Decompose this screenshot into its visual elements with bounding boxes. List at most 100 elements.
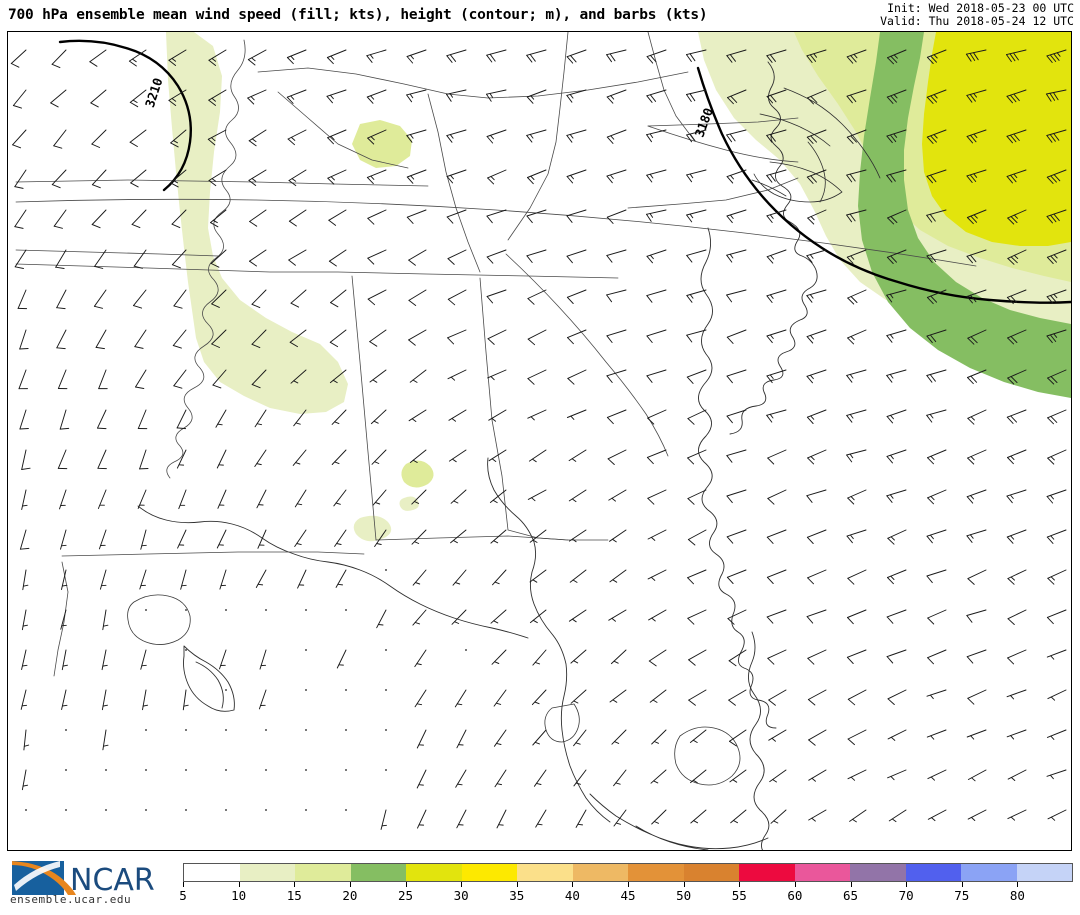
wind-barb <box>12 129 27 149</box>
colorbar[interactable]: 5 10 15 20 25 30 35 40 45 50 55 60 65 70 75 80 <box>179 863 1073 909</box>
wind-barb <box>19 409 29 430</box>
wind-barb <box>219 649 227 670</box>
wind-barb <box>1046 649 1067 660</box>
init-time: Init: Wed 2018-05-23 00 UTC <box>887 1 1074 15</box>
wind-barb <box>287 129 307 146</box>
wind-barb <box>94 249 107 269</box>
wind-barb <box>101 689 108 711</box>
wind-barb <box>492 569 507 586</box>
wind-barb <box>846 169 867 183</box>
wind-barb <box>345 689 347 691</box>
wind-barb <box>1046 769 1067 780</box>
wind-barb <box>305 809 307 811</box>
wind-barb <box>1047 569 1067 585</box>
wind-barb <box>613 809 627 827</box>
wind-barb <box>55 249 67 269</box>
wind-barb <box>726 489 747 504</box>
wind-barb <box>91 209 107 229</box>
wind-barb <box>265 729 267 731</box>
wind-barb <box>487 329 507 345</box>
wind-barb <box>493 689 507 707</box>
footer: NCAR ensemble.ucar.edu 5 10 15 20 25 30 35 40 45… <box>0 853 1080 915</box>
wind-barb <box>688 689 707 706</box>
wind-barb <box>687 609 707 625</box>
wind-barb <box>886 289 907 303</box>
wind-barb <box>1047 369 1067 385</box>
wind-barb <box>172 329 187 349</box>
wind-barb <box>170 129 187 148</box>
wind-barb <box>1047 689 1067 701</box>
wind-barb <box>566 129 587 143</box>
wind-barb <box>61 689 68 710</box>
wind-barb <box>770 809 787 824</box>
wind-barb <box>1007 329 1027 345</box>
coastline-florida-south <box>589 793 769 850</box>
coastline-tampa-bay <box>544 703 580 743</box>
wind-barb <box>1006 409 1027 424</box>
wind-barb <box>687 449 707 465</box>
wind-barb <box>171 249 187 269</box>
wind-barb <box>886 249 907 264</box>
wind-barb <box>527 409 547 421</box>
wind-barb <box>366 89 387 104</box>
colorbar-tick-label: 15 <box>286 888 302 903</box>
page-title: 700 hPa ensemble mean wind speed (fill; … <box>8 7 708 23</box>
wind-barb <box>446 169 467 184</box>
wind-barb <box>1046 169 1067 184</box>
wind-barb <box>1007 609 1027 625</box>
wind-barb <box>326 89 347 104</box>
wind-barb <box>288 169 307 187</box>
wind-barb <box>19 329 29 350</box>
wind-barb <box>1006 689 1027 700</box>
wind-barb <box>305 609 307 611</box>
wind-barb <box>926 409 947 423</box>
wind-barb <box>1047 809 1067 821</box>
wind-barb <box>336 649 347 669</box>
wind-barb <box>416 769 427 789</box>
wind-barb <box>57 369 68 390</box>
wind-barb <box>767 449 787 465</box>
wind-barb <box>966 129 987 144</box>
colorbar-swatch <box>794 864 850 881</box>
wind-barb <box>606 129 627 144</box>
wind-barb <box>333 489 347 507</box>
wind-barb <box>926 689 947 700</box>
wind-barb <box>286 49 307 65</box>
colorbar-tick-label: 70 <box>898 888 914 903</box>
wind-barb <box>486 129 507 144</box>
wind-barb <box>1046 529 1067 544</box>
wind-barb <box>686 209 707 223</box>
wind-barb <box>806 249 827 263</box>
wind-barb <box>726 569 747 584</box>
wind-barb <box>249 209 267 227</box>
wind-barb <box>726 129 747 143</box>
wind-barb <box>966 489 987 504</box>
ncar-logo[interactable]: NCAR <box>6 857 172 913</box>
wind-barb <box>768 689 787 706</box>
wind-barb <box>251 369 267 389</box>
wind-barb <box>456 729 467 749</box>
wind-barb <box>25 809 27 811</box>
wind-barb <box>408 329 427 346</box>
wind-barb <box>385 649 387 651</box>
wind-barb <box>766 169 787 183</box>
wind-barb <box>886 89 907 104</box>
wind-barb <box>606 89 627 104</box>
wind-barb <box>369 369 387 383</box>
wind-barb <box>414 689 427 708</box>
wind-barb <box>806 489 827 503</box>
wind-barb <box>767 649 787 665</box>
wind-barb <box>766 329 787 344</box>
wind-barb <box>21 609 28 631</box>
wind-barb <box>651 729 667 745</box>
wind-barb <box>606 369 627 383</box>
wind-barb <box>53 209 67 229</box>
wind-barb <box>647 409 667 425</box>
wind-barb <box>207 129 227 146</box>
wind-barb <box>729 729 747 747</box>
wind-barb <box>177 529 187 549</box>
map-canvas[interactable]: 3210 3180 <box>7 31 1072 851</box>
wind-barb <box>610 649 627 665</box>
colorbar-tick-label: 10 <box>231 888 247 903</box>
wind-barb <box>566 289 587 304</box>
